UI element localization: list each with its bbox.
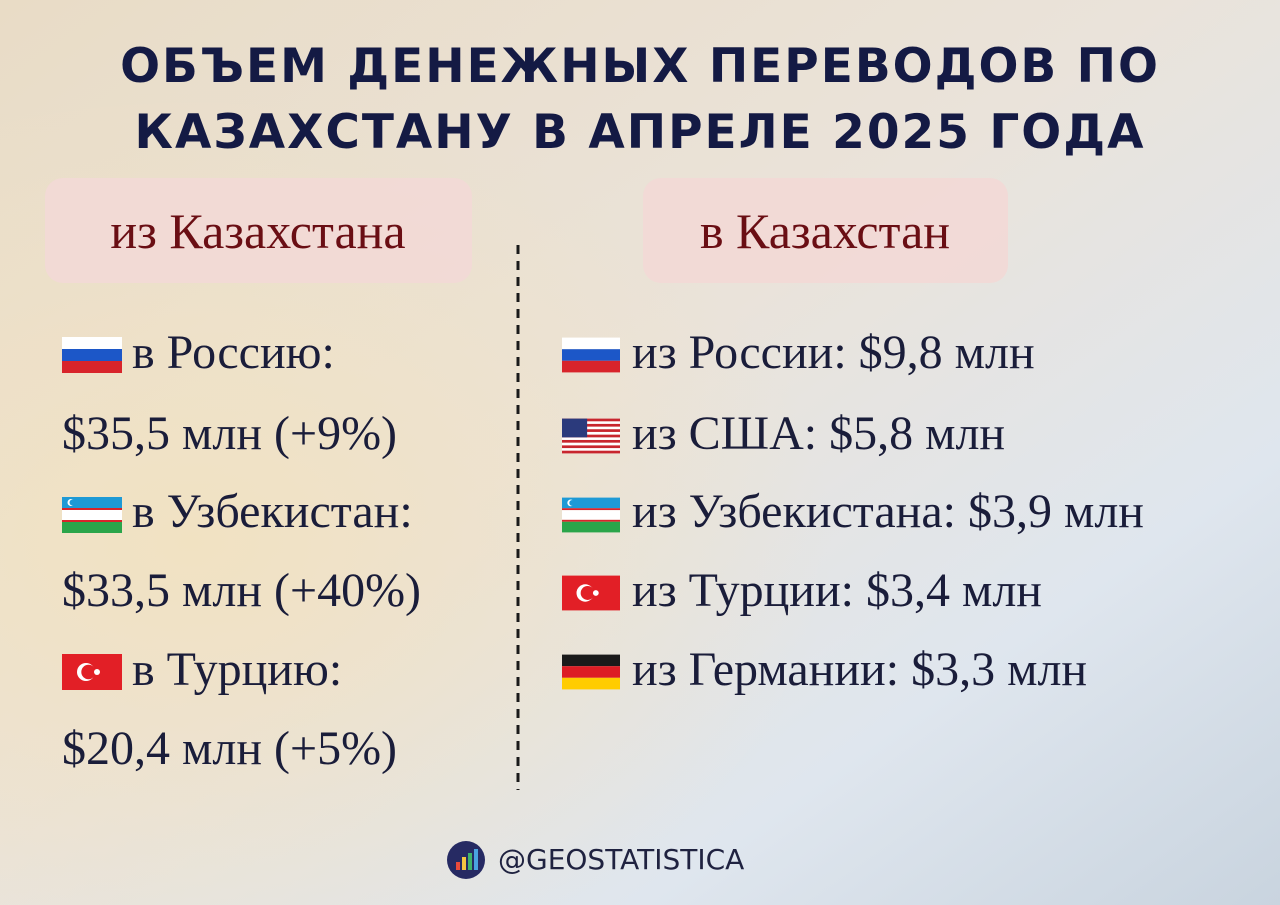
column-header: в Казахстан — [700, 203, 950, 259]
item-text: из США: $5,8 млн — [632, 407, 1005, 460]
item-label: в Узбекистан: — [132, 485, 413, 538]
title-line: ОБЪЕМ ДЕНЕЖНЫХ ПЕРЕВОДОВ ПО — [120, 39, 1160, 94]
item-text: из Турции: $3,4 млн — [632, 564, 1042, 617]
item-value: $20,4 млн (+5%) — [62, 722, 397, 775]
footer-handle: @GEOSTATISTICA — [498, 843, 744, 876]
flag-uzbekistan — [62, 497, 122, 533]
flag-turkey — [562, 575, 620, 611]
flag-uzbekistan — [562, 497, 620, 533]
flag-turkey — [62, 654, 122, 690]
flag-usa — [562, 418, 620, 454]
flag-russia — [62, 337, 122, 373]
title-line: КАЗАХСТАНУ В АПРЕЛЕ 2025 ГОДА — [135, 105, 1146, 160]
column-header: из Казахстана — [110, 203, 405, 259]
item-value: $35,5 млн (+9%) — [62, 407, 397, 460]
footer-logo — [447, 841, 485, 879]
item-value: $33,5 млн (+40%) — [62, 564, 421, 617]
flag-germany — [562, 654, 620, 690]
item-text: из России: $9,8 млн — [632, 326, 1035, 379]
column-header-pill — [643, 178, 1008, 283]
column-header-pill — [45, 178, 472, 283]
item-text: из Германии: $3,3 млн — [632, 643, 1087, 696]
item-text: из Узбекистана: $3,9 млн — [632, 485, 1144, 538]
flag-russia — [562, 337, 620, 373]
item-label: в Турцию: — [132, 643, 342, 696]
item-label: в Россию: — [132, 326, 335, 379]
